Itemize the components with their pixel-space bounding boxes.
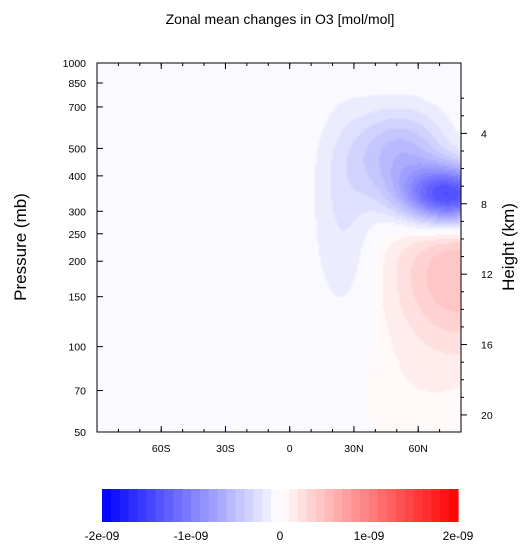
y-tick-label: 70: [74, 386, 86, 398]
colorbar-segment: [315, 489, 326, 522]
colorbar-segment: [128, 489, 139, 522]
colorbar-segment: [360, 489, 370, 522]
colorbar-segment: [146, 489, 156, 522]
height-axis: 4 8 12 16 20: [461, 97, 493, 422]
colorbar-segment: [226, 489, 237, 522]
colorbar-segment: [217, 489, 228, 522]
y-tick-label: 850: [68, 78, 86, 90]
colorbar-label: -1e-09: [174, 529, 209, 543]
y2-axis-label: Height (km): [499, 203, 518, 291]
colorbar-segment: [369, 489, 379, 522]
height-tick-label: 4: [481, 128, 487, 140]
y-tick-label: 100: [68, 342, 86, 354]
colorbar-segment: [110, 489, 121, 522]
colorbar-label: 2e-09: [443, 529, 474, 543]
x-tick-label: 0: [287, 443, 293, 455]
colorbar-segment: [395, 489, 406, 522]
y-tick-label: 1000: [63, 58, 87, 70]
colorbar-segment: [244, 489, 254, 522]
colorbar-segment: [333, 489, 343, 522]
contour-image: [97, 63, 461, 432]
x-tick-label: 60S: [152, 443, 171, 455]
colorbar-segment: [449, 489, 459, 522]
height-tick-label: 16: [481, 340, 493, 352]
colorbar-label: -2e-09: [85, 529, 120, 543]
colorbar-segment: [262, 489, 272, 522]
colorbar-segment: [199, 489, 210, 522]
colorbar-segment: [386, 489, 397, 522]
colorbar-segment: [253, 489, 263, 522]
colorbar-segment: [324, 489, 334, 522]
colorbar-segment: [440, 489, 450, 522]
y-tick-label: 300: [68, 206, 86, 218]
height-tick-label: 8: [481, 199, 487, 211]
colorbar-segment: [271, 489, 281, 522]
colorbar-segment: [288, 489, 299, 522]
colorbar: [102, 489, 459, 522]
colorbar-segment: [164, 489, 174, 522]
colorbar-segment: [182, 489, 192, 522]
y-tick-label: 700: [68, 102, 86, 114]
colorbar-segment: [155, 489, 165, 522]
colorbar-labels: -2e-09 -1e-09 0 1e-09 2e-09: [85, 529, 474, 543]
colorbar-segment: [351, 489, 361, 522]
y-tick-label: 150: [68, 292, 86, 304]
height-tick-label: 12: [481, 269, 493, 281]
y-axis-label: Pressure (mb): [11, 193, 30, 301]
colorbar-segment: [102, 489, 112, 522]
colorbar-segment: [413, 489, 423, 522]
colorbar-segment: [377, 489, 388, 522]
colorbar-segment: [280, 489, 290, 522]
x-tick-label: 30S: [216, 443, 235, 455]
colorbar-label: 0: [277, 529, 284, 543]
y-tick-label: 50: [74, 427, 86, 439]
x-tick-label: 60N: [409, 443, 428, 455]
colorbar-segment: [297, 489, 308, 522]
colorbar-label: 1e-09: [354, 529, 385, 543]
colorbar-segment: [306, 489, 317, 522]
plot-frame: [96, 62, 462, 433]
contour-field: [97, 63, 461, 432]
y-tick-label: 500: [68, 143, 86, 155]
x-axis: 60S 30S 0 30N 60N: [96, 63, 462, 455]
colorbar-segment: [342, 489, 352, 522]
colorbar-segment: [208, 489, 219, 522]
height-tick-label: 20: [481, 410, 493, 422]
y-tick-label: 250: [68, 229, 86, 241]
y-tick-label: 400: [68, 171, 86, 183]
colorbar-segment: [431, 489, 441, 522]
colorbar-segment: [119, 489, 130, 522]
colorbar-segment: [422, 489, 432, 522]
y-tick-label: 200: [68, 256, 86, 268]
x-tick-label: 30N: [344, 443, 363, 455]
colorbar-segment: [173, 489, 183, 522]
pressure-axis: 50 70 100 150 200 250 300 400 500 700 850 1000: [63, 58, 103, 439]
chart-title: Zonal mean changes in O3 [mol/mol]: [166, 11, 395, 27]
colorbar-segment: [137, 489, 148, 522]
colorbar-segment: [191, 489, 201, 522]
colorbar-segment: [404, 489, 415, 522]
colorbar-segment: [235, 489, 245, 522]
